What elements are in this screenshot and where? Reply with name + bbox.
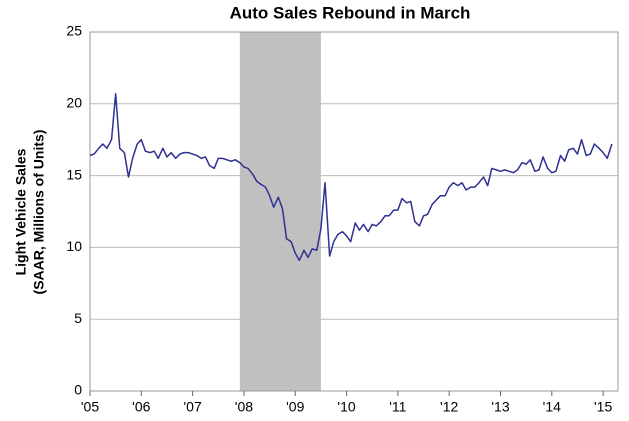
x-tick-label: '08 (235, 399, 253, 415)
y-axis-label: Light Vehicle Sales (13, 148, 29, 275)
x-tick-label: '07 (183, 399, 201, 415)
chart-title: Auto Sales Rebound in March (230, 3, 471, 22)
plot-frame (89, 31, 619, 392)
y-tick-label: 15 (66, 166, 82, 182)
y-tick-label: 10 (66, 238, 82, 254)
x-tick-label: '14 (543, 399, 561, 415)
x-tick-label: '09 (286, 399, 304, 415)
x-tick-label: '06 (132, 399, 150, 415)
recession-shade (239, 32, 321, 391)
x-tick-label: '15 (594, 399, 612, 415)
x-tick-label: '10 (337, 399, 355, 415)
x-tick-label: '12 (440, 399, 458, 415)
x-tick-label: '11 (389, 399, 406, 415)
y-tick-label: 5 (74, 310, 82, 326)
x-tick-label: '13 (491, 399, 509, 415)
y-axis-label: (SAAR, Millions of Units) (31, 130, 47, 295)
x-tick-label: '05 (81, 399, 99, 415)
y-tick-label: 0 (74, 382, 82, 398)
y-tick-label: 20 (66, 95, 82, 111)
y-tick-label: 25 (66, 23, 82, 39)
data-line (89, 92, 613, 262)
